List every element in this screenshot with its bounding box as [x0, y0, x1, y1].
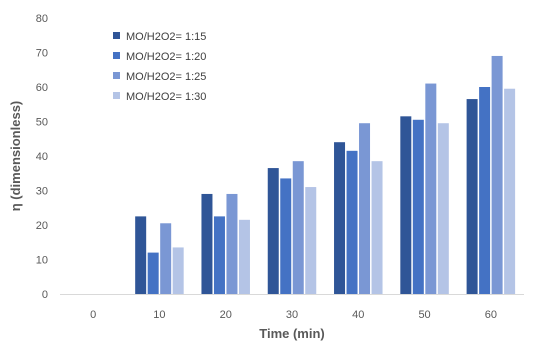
y-tick-label: 70	[36, 48, 48, 60]
x-axis-ticks: 0 10 20 30 40 50 60	[90, 309, 497, 321]
y-tick-label: 50	[36, 117, 48, 129]
y-tick-label: 40	[36, 151, 48, 163]
bar-series-1-10	[135, 216, 147, 295]
bar-series-2-50	[412, 119, 424, 294]
y-tick-label: 30	[36, 186, 48, 198]
bar-series-1-60	[466, 99, 478, 294]
bar-series-3-20	[226, 193, 238, 294]
legend-label: MO/H2O2= 1:30	[126, 91, 206, 103]
x-tick-label: 60	[485, 309, 497, 321]
bar-series-4-40	[371, 161, 383, 294]
legend-swatch	[113, 52, 120, 59]
legend-swatch	[113, 72, 120, 79]
bar-series-2-20	[213, 216, 225, 295]
legend-swatch	[113, 92, 120, 99]
x-axis-title: Time (min)	[259, 326, 325, 341]
bar-series-4-20	[238, 219, 250, 294]
bar-series-4-50	[437, 123, 449, 294]
bar-series-2-60	[479, 87, 491, 294]
bar-series-2-40	[346, 150, 358, 294]
bar-series-3-10	[160, 223, 172, 294]
bar-series-1-20	[201, 193, 213, 294]
legend-swatch	[113, 32, 120, 39]
legend-label: MO/H2O2= 1:20	[126, 51, 206, 63]
y-tick-label: 80	[36, 13, 48, 25]
bar-series-2-10	[147, 252, 159, 294]
y-tick-label: 60	[36, 82, 48, 94]
bar-series-4-60	[504, 88, 516, 294]
y-tick-label: 20	[36, 220, 48, 232]
y-axis-ticks: 0 10 20 30 40 50 60 70 80	[36, 13, 48, 301]
y-tick-label: 10	[36, 255, 48, 267]
bars	[135, 55, 516, 295]
bar-series-3-50	[425, 83, 437, 294]
x-tick-label: 20	[220, 309, 232, 321]
x-tick-label: 0	[90, 309, 96, 321]
legend: MO/H2O2= 1:15 MO/H2O2= 1:20 MO/H2O2= 1:25 M…	[113, 31, 206, 103]
legend-label: MO/H2O2= 1:15	[126, 31, 206, 43]
bar-series-4-30	[305, 187, 317, 294]
bar-series-3-40	[359, 123, 371, 294]
bar-series-2-30	[280, 178, 292, 294]
y-tick-label: 0	[42, 289, 48, 301]
bar-series-4-10	[172, 247, 184, 294]
x-tick-label: 10	[153, 309, 165, 321]
bar-series-1-30	[267, 168, 279, 294]
bar-series-1-40	[334, 142, 346, 294]
legend-label: MO/H2O2= 1:25	[126, 71, 206, 83]
x-tick-label: 50	[418, 309, 430, 321]
bar-series-3-30	[292, 161, 304, 294]
bar-series-1-50	[400, 116, 412, 294]
x-tick-label: 40	[352, 309, 364, 321]
y-axis-title: η (dimensionless)	[8, 101, 23, 212]
x-tick-label: 30	[286, 309, 298, 321]
bar-series-3-60	[491, 55, 503, 295]
